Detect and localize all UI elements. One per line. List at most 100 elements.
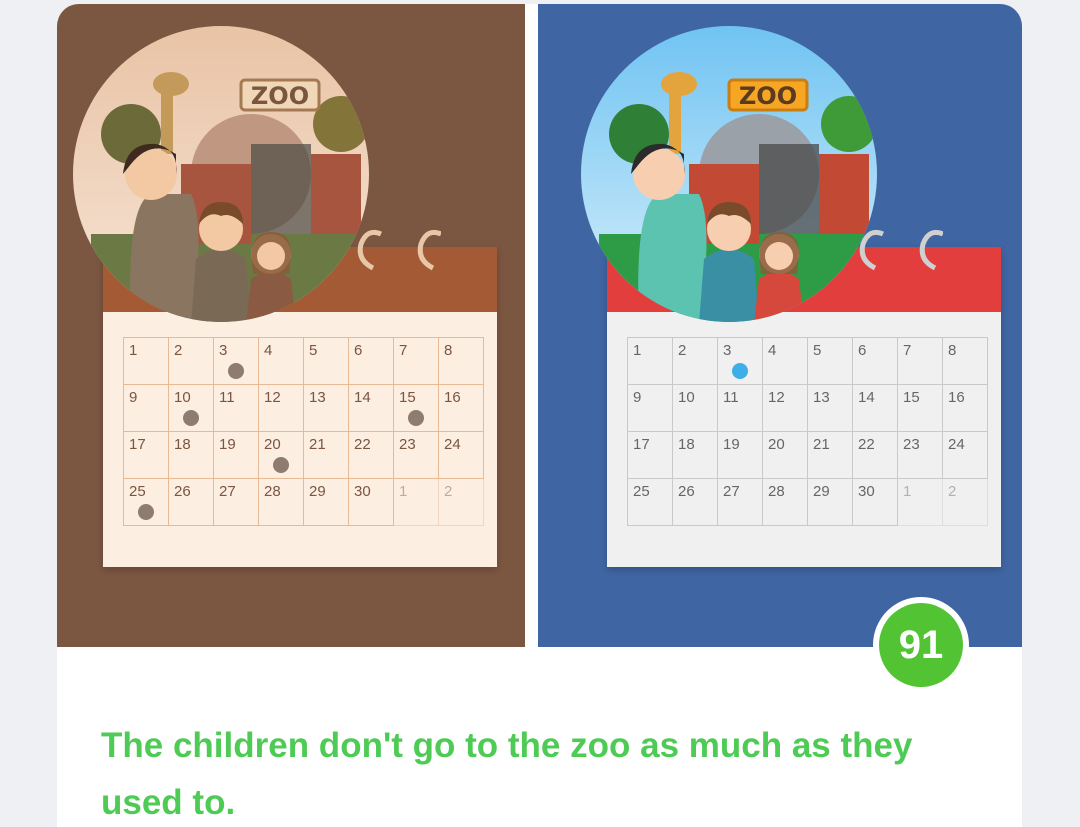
calendar-day: 27	[718, 479, 763, 526]
score-value: 91	[879, 603, 963, 687]
calendar-day: 25	[124, 479, 169, 526]
day-number: 4	[264, 342, 273, 359]
day-number: 13	[309, 389, 326, 406]
calendar-day: 20	[259, 432, 304, 479]
day-number: 19	[723, 436, 740, 453]
calendar-day: 19	[718, 432, 763, 479]
calendar-day: 16	[439, 385, 484, 432]
calendar-day: 12	[259, 385, 304, 432]
day-number: 23	[903, 436, 920, 453]
zoo-sign: ZOO	[739, 82, 797, 110]
day-number: 28	[768, 483, 785, 500]
calendar-day: 28	[259, 479, 304, 526]
day-number: 10	[174, 389, 191, 406]
day-number: 21	[813, 436, 830, 453]
calendar-day: 10	[673, 385, 718, 432]
calendar-grid: 1 2 3 4 5 6 7 8 9 10 11 12 13 14 15 16 17 18 19 20 21 22 23 24 2…	[627, 337, 988, 526]
day-number: 17	[129, 436, 146, 453]
day-number: 8	[444, 342, 453, 359]
day-number: 1	[399, 483, 408, 500]
visit-marker	[273, 457, 289, 473]
calendar-day: 11	[214, 385, 259, 432]
calendar-day: 25	[628, 479, 673, 526]
calendar-day: 13	[808, 385, 853, 432]
calendar-day: 14	[853, 385, 898, 432]
calendar-day: 4	[763, 338, 808, 385]
day-number: 9	[633, 389, 642, 406]
day-number: 24	[948, 436, 965, 453]
day-number: 18	[678, 436, 695, 453]
day-number: 11	[723, 389, 739, 406]
day-number: 23	[399, 436, 416, 453]
calendar-day: 6	[853, 338, 898, 385]
lesson-card: 1 2 3 4 5 6 7 8 9 10 11 12 13 14 15 16 17 18 19 20 21 22 23 24 2…	[57, 4, 1022, 827]
day-number: 2	[948, 483, 957, 500]
day-number: 2	[678, 342, 687, 359]
day-number: 14	[354, 389, 371, 406]
day-number: 3	[723, 342, 732, 359]
calendar-day: 11	[718, 385, 763, 432]
calendar-day: 17	[628, 432, 673, 479]
day-number: 15	[399, 389, 416, 406]
day-number: 20	[768, 436, 785, 453]
day-number: 2	[174, 342, 183, 359]
calendar-rings	[357, 229, 441, 271]
zoo-sign: ZOO	[251, 82, 309, 110]
day-number: 29	[309, 483, 326, 500]
day-number: 24	[444, 436, 461, 453]
day-number: 30	[858, 483, 875, 500]
calendar-day: 9	[124, 385, 169, 432]
day-number: 3	[219, 342, 228, 359]
calendar-day: 4	[259, 338, 304, 385]
day-number: 25	[129, 483, 146, 500]
day-number: 10	[678, 389, 695, 406]
day-number: 16	[948, 389, 965, 406]
calendar-day: 7	[394, 338, 439, 385]
day-number: 8	[948, 342, 957, 359]
lesson-sentence: The children don't go to the zoo as much…	[101, 726, 913, 822]
calendar-day: 2	[439, 479, 484, 526]
day-number: 15	[903, 389, 920, 406]
past-calendar: 1 2 3 4 5 6 7 8 9 10 11 12 13 14 15 16 17 18 19 20 21 22 23 24 2…	[103, 247, 497, 567]
day-number: 1	[903, 483, 912, 500]
calendar-day: 12	[763, 385, 808, 432]
calendar-day: 30	[349, 479, 394, 526]
calendar-day: 16	[943, 385, 988, 432]
day-number: 6	[354, 342, 363, 359]
day-number: 25	[633, 483, 650, 500]
zoo-family-scene: ZOO	[581, 26, 877, 322]
calendar-rings	[859, 229, 943, 271]
calendar-day: 22	[853, 432, 898, 479]
calendar-day: 14	[349, 385, 394, 432]
visit-marker	[138, 504, 154, 520]
day-number: 12	[264, 389, 281, 406]
day-number: 30	[354, 483, 371, 500]
calendar-day: 24	[943, 432, 988, 479]
day-number: 7	[399, 342, 408, 359]
calendar-day: 27	[214, 479, 259, 526]
day-number: 5	[813, 342, 822, 359]
calendar-day: 29	[808, 479, 853, 526]
score-badge: 91	[873, 597, 969, 693]
calendar-day: 23	[394, 432, 439, 479]
calendar-day: 19	[214, 432, 259, 479]
calendar-day: 3	[718, 338, 763, 385]
calendar-day: 20	[763, 432, 808, 479]
calendar-day: 18	[169, 432, 214, 479]
day-number: 29	[813, 483, 830, 500]
calendar-day: 28	[763, 479, 808, 526]
calendar-day: 2	[673, 338, 718, 385]
day-number: 18	[174, 436, 191, 453]
calendar-day: 13	[304, 385, 349, 432]
calendar-day: 1	[124, 338, 169, 385]
day-number: 9	[129, 389, 138, 406]
calendar-day: 9	[628, 385, 673, 432]
day-number: 13	[813, 389, 830, 406]
day-number: 2	[444, 483, 453, 500]
calendar-day: 24	[439, 432, 484, 479]
calendar-day: 2	[169, 338, 214, 385]
day-number: 11	[219, 389, 235, 406]
day-number: 6	[858, 342, 867, 359]
calendar-day: 17	[124, 432, 169, 479]
calendar-day: 5	[808, 338, 853, 385]
